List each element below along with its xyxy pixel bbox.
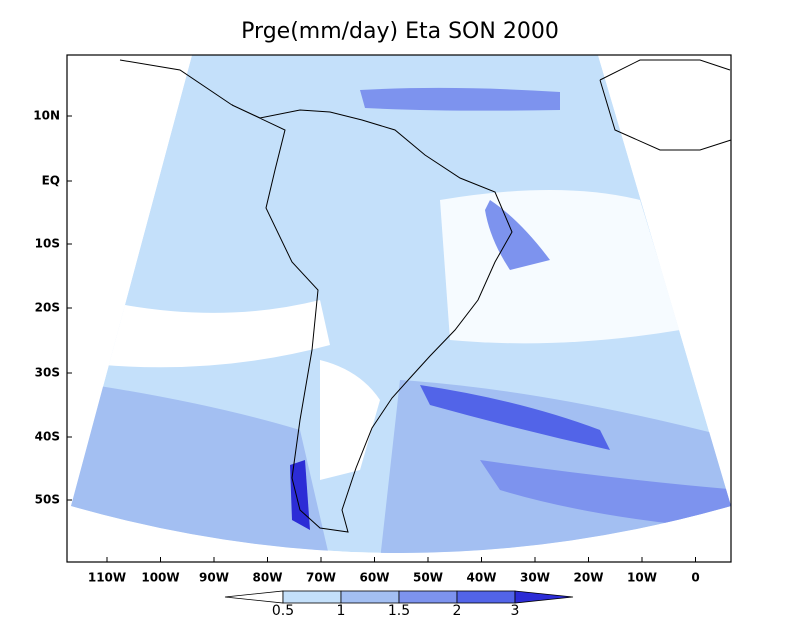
lon-label: 20W xyxy=(574,571,604,585)
colorbar-high xyxy=(514,590,574,604)
wet-band xyxy=(485,200,550,270)
central-america-outline xyxy=(119,59,233,106)
lat-label: EQ xyxy=(42,174,60,188)
title: Prge(mm/day) Eta SON 2000 xyxy=(241,19,559,44)
lat-label: 30S xyxy=(35,366,60,380)
lat-labels: 10N EQ 10S 20S 30S 40S 50S xyxy=(33,109,72,507)
wet-band xyxy=(480,460,731,530)
lon-label: 100W xyxy=(141,571,179,585)
colorbar-box xyxy=(282,590,342,604)
colorbar-box xyxy=(398,590,458,604)
lon-label: 50W xyxy=(413,571,443,585)
lon-label: 90W xyxy=(199,571,229,585)
lat-label: 10N xyxy=(33,109,60,123)
lat-label: 40S xyxy=(35,430,60,444)
wet-band xyxy=(290,460,310,530)
wet-area xyxy=(71,380,330,553)
colorbar-label: 0.5 xyxy=(272,603,294,618)
precip-field xyxy=(71,55,731,553)
colorbar-label: 3 xyxy=(511,603,520,618)
dry-area xyxy=(320,360,380,480)
south-america-outline xyxy=(231,104,513,533)
lon-label: 10W xyxy=(627,571,657,585)
colorbar-label: 1.5 xyxy=(388,603,410,618)
lon-label: 30W xyxy=(520,571,550,585)
colorbar-low xyxy=(224,590,284,604)
lon-labels: 110W 100W 90W 80W 70W 60W 50W 40W 30W 20W 10W 0 xyxy=(88,557,700,585)
lat-label: 50S xyxy=(35,493,60,507)
lon-label: 80W xyxy=(253,571,283,585)
colorbar-box xyxy=(340,590,400,604)
lat-label: 20S xyxy=(35,301,60,315)
lon-label: 110W xyxy=(88,571,126,585)
lon-label: 70W xyxy=(306,571,336,585)
lon-label: 60W xyxy=(360,571,390,585)
wet-band xyxy=(420,385,610,450)
africa-outline xyxy=(599,59,732,151)
dry-area xyxy=(440,190,680,344)
lat-label: 10S xyxy=(35,237,60,251)
lon-label: 40W xyxy=(467,571,497,585)
colorbar-label: 2 xyxy=(453,603,462,618)
lon-label: 0 xyxy=(691,571,699,585)
colorbar: 0.5 1 1.5 2 3 xyxy=(224,590,574,618)
colorbar-box xyxy=(456,590,516,604)
wet-band xyxy=(360,87,560,111)
colorbar-label: 1 xyxy=(337,603,346,618)
dry-area xyxy=(71,290,330,368)
